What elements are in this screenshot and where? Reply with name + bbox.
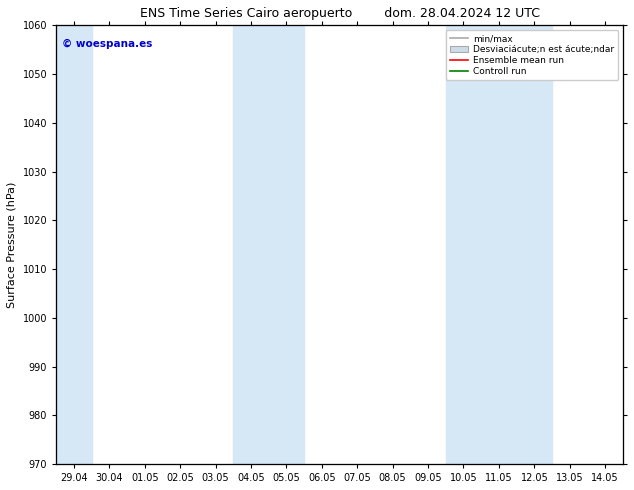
- Bar: [517, 25, 552, 464]
- Bar: [56, 25, 91, 464]
- Legend: min/max, Desviaciácute;n est ácute;ndar, Ensemble mean run, Controll run: min/max, Desviaciácute;n est ácute;ndar,…: [446, 30, 618, 80]
- Y-axis label: Surface Pressure (hPa): Surface Pressure (hPa): [7, 181, 17, 308]
- Text: © woespana.es: © woespana.es: [62, 38, 152, 49]
- Title: ENS Time Series Cairo aeropuerto        dom. 28.04.2024 12 UTC: ENS Time Series Cairo aeropuerto dom. 28…: [139, 7, 540, 20]
- Bar: [233, 25, 269, 464]
- Bar: [481, 25, 517, 464]
- Bar: [446, 25, 481, 464]
- Bar: [269, 25, 304, 464]
